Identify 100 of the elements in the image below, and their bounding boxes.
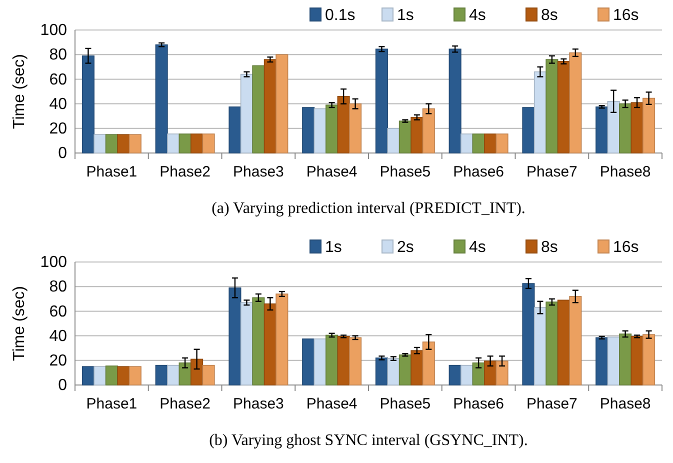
bar xyxy=(82,366,94,386)
bar xyxy=(202,364,215,386)
bar xyxy=(460,364,474,386)
y-tick-label: 20 xyxy=(49,120,68,138)
legend-label: 8s xyxy=(541,239,558,256)
x-tick-label: Phase8 xyxy=(600,164,651,181)
bar xyxy=(228,106,242,154)
bar xyxy=(642,98,656,154)
bar xyxy=(302,338,315,386)
bar xyxy=(276,54,288,154)
bar xyxy=(117,366,130,386)
x-tick-label: Phase6 xyxy=(453,164,504,181)
x-tick-label: Phase1 xyxy=(86,396,138,413)
legend-label: 4s xyxy=(469,239,486,256)
legend-label: 16s xyxy=(613,239,639,256)
x-tick-label: Phase5 xyxy=(380,396,431,413)
bar xyxy=(105,134,118,154)
bar xyxy=(448,364,462,386)
bar xyxy=(546,59,558,154)
y-tick-label: 0 xyxy=(58,145,68,162)
bar xyxy=(484,134,497,154)
bar xyxy=(202,134,215,154)
y-tick-label: 40 xyxy=(49,96,68,113)
bar xyxy=(264,303,276,386)
y-axis-title: Time (sec) xyxy=(11,54,28,129)
bar xyxy=(190,134,204,154)
bar xyxy=(105,366,118,386)
bar xyxy=(630,336,644,386)
bar xyxy=(422,108,435,154)
x-tick-label: Phase3 xyxy=(233,396,284,413)
bar xyxy=(596,337,608,386)
bar xyxy=(252,297,265,386)
x-tick-label: Phase2 xyxy=(160,396,210,413)
y-tick-label: 100 xyxy=(40,254,68,272)
legend-label: 1s xyxy=(397,7,414,24)
bar xyxy=(557,60,570,154)
bar xyxy=(522,283,535,386)
legend-label: 8s xyxy=(541,7,558,24)
x-tick-label: Phase3 xyxy=(233,164,284,181)
bar xyxy=(496,360,508,386)
bar xyxy=(375,48,388,154)
text: (a) Varying prediction interval (PREDICT_INT). xyxy=(212,200,526,217)
bar xyxy=(167,364,180,386)
bar xyxy=(569,52,582,154)
bar xyxy=(155,44,168,154)
bar xyxy=(642,334,656,386)
y-tick-label: 20 xyxy=(49,352,68,370)
x-tick-label: Phase7 xyxy=(526,164,578,181)
legend-label: 16s xyxy=(613,7,639,24)
x-tick-label: Phase8 xyxy=(600,396,651,413)
bar xyxy=(337,336,350,386)
bar xyxy=(228,287,242,386)
bar xyxy=(349,103,362,154)
bar xyxy=(82,55,94,154)
bar xyxy=(557,300,570,386)
bar xyxy=(569,296,582,386)
x-tick-label: Phase7 xyxy=(526,396,578,413)
bar xyxy=(302,107,315,154)
bar xyxy=(484,360,497,386)
bar xyxy=(314,338,326,386)
bar xyxy=(522,107,535,154)
bar xyxy=(607,100,620,154)
bar xyxy=(534,71,546,154)
y-tick-label: 60 xyxy=(49,303,68,320)
y-tick-label: 40 xyxy=(49,328,68,345)
bar xyxy=(619,334,632,386)
bar xyxy=(94,366,106,386)
bar xyxy=(387,358,400,386)
bar xyxy=(460,134,474,154)
bar xyxy=(314,108,326,154)
bar xyxy=(326,334,338,386)
bar xyxy=(496,134,508,154)
x-tick-label: Phase5 xyxy=(380,164,431,181)
bar xyxy=(448,48,462,154)
bar xyxy=(607,336,620,386)
bar xyxy=(167,134,180,154)
bar xyxy=(630,102,644,154)
bar xyxy=(337,96,350,154)
x-tick-label: Phase6 xyxy=(453,396,504,413)
bar xyxy=(117,134,130,154)
bar xyxy=(398,354,412,386)
bar xyxy=(410,116,424,154)
y-tick-label: 60 xyxy=(49,71,68,88)
bar xyxy=(472,134,485,154)
bar xyxy=(398,120,412,154)
bar xyxy=(410,350,424,386)
x-tick-label: Phase4 xyxy=(306,164,358,181)
legend-label: 4s xyxy=(469,7,486,24)
legend-label: 0.1s xyxy=(325,7,356,24)
bar xyxy=(128,366,142,386)
bar xyxy=(94,134,106,154)
bar xyxy=(472,362,485,386)
bar xyxy=(326,104,338,154)
bar xyxy=(190,358,204,386)
x-tick-label: Phase2 xyxy=(160,164,210,181)
y-tick-label: 80 xyxy=(49,278,68,296)
y-tick-label: 100 xyxy=(40,22,68,40)
bar xyxy=(546,302,558,386)
bar xyxy=(178,134,192,154)
legend-label: 2s xyxy=(397,239,414,256)
